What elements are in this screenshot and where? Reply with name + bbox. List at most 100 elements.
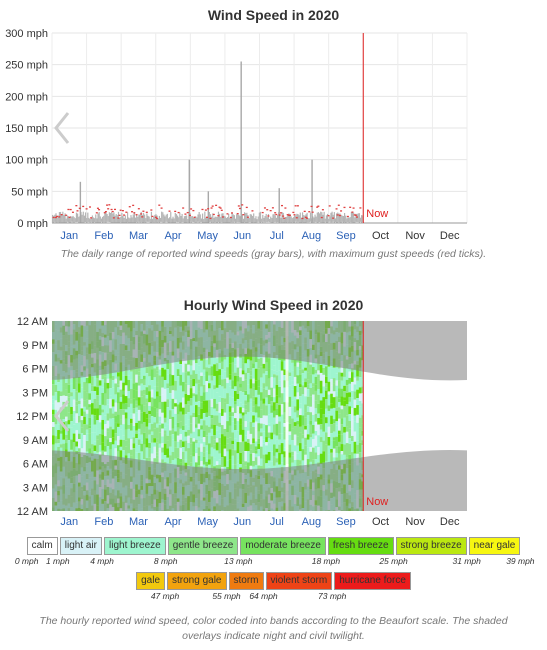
heatmap-cell bbox=[346, 380, 349, 385]
heatmap-cell bbox=[192, 393, 195, 396]
daily-range-bar bbox=[276, 218, 277, 222]
heatmap-cell bbox=[135, 412, 138, 423]
daily-range-bar bbox=[350, 217, 351, 222]
heatmap-cell bbox=[278, 453, 281, 465]
heatmap-cell bbox=[156, 409, 159, 412]
heatmap-cell bbox=[294, 366, 297, 376]
heatmap-cell bbox=[328, 415, 331, 427]
heatmap-cell bbox=[138, 376, 141, 386]
heatmap-cell bbox=[250, 449, 253, 454]
heatmap-cell bbox=[330, 379, 333, 386]
heatmap-cell bbox=[190, 398, 193, 405]
daily-range-bar bbox=[117, 215, 118, 223]
heatmap-cell bbox=[156, 428, 159, 439]
heatmap-cell bbox=[359, 387, 362, 393]
heatmap-cell bbox=[172, 429, 175, 435]
heatmap-cell bbox=[104, 446, 107, 452]
heatmap-cell bbox=[88, 418, 91, 425]
gust-tick bbox=[117, 217, 119, 218]
heatmap-cell bbox=[299, 363, 302, 369]
heatmap-cell bbox=[346, 393, 349, 404]
heatmap-cell bbox=[234, 430, 237, 439]
heatmap-cell bbox=[138, 432, 141, 439]
y-tick-label: 50 mph bbox=[11, 186, 48, 198]
heatmap-cell bbox=[135, 434, 138, 438]
heatmap-cell bbox=[143, 445, 146, 449]
heatmap-cell bbox=[307, 415, 310, 424]
heatmap-cell bbox=[299, 415, 302, 427]
gust-tick bbox=[226, 213, 228, 214]
heatmap-cell bbox=[296, 418, 299, 421]
daily-range-bar bbox=[329, 216, 330, 221]
daily-range-bar bbox=[330, 213, 331, 223]
gust-tick bbox=[267, 215, 269, 216]
chevron-left-icon[interactable] bbox=[52, 110, 72, 146]
daily-range-bar bbox=[239, 216, 240, 222]
heatmap-cell bbox=[125, 430, 128, 440]
heatmap-cell bbox=[250, 422, 253, 428]
heatmap-cell bbox=[242, 381, 245, 392]
heatmap-cell bbox=[250, 361, 253, 365]
gust-tick bbox=[161, 207, 163, 208]
gust-tick bbox=[178, 212, 180, 213]
heatmap-cell bbox=[104, 424, 107, 430]
heatmap-cell bbox=[356, 423, 359, 431]
daily-range-bar bbox=[222, 213, 223, 223]
heatmap-cell bbox=[190, 462, 193, 466]
heatmap-cell bbox=[169, 435, 172, 447]
heatmap-cell bbox=[195, 440, 198, 444]
heatmap-cell bbox=[237, 376, 240, 382]
heatmap-cell bbox=[294, 397, 297, 407]
gust-tick bbox=[292, 212, 294, 213]
heatmap-cell bbox=[346, 443, 349, 447]
heatmap-cell bbox=[260, 378, 263, 387]
heatmap-cell bbox=[320, 454, 323, 464]
heatmap-cell bbox=[169, 447, 172, 455]
heatmap-cell bbox=[224, 392, 227, 398]
gust-tick bbox=[96, 212, 98, 213]
heatmap-cell bbox=[120, 397, 123, 401]
heatmap-cell bbox=[182, 366, 185, 372]
heatmap-cell bbox=[114, 394, 117, 402]
heatmap-cell bbox=[252, 368, 255, 378]
heatmap-cell bbox=[221, 434, 224, 445]
daily-range-bar bbox=[343, 216, 344, 223]
heatmap-cell bbox=[78, 383, 81, 392]
heatmap-cell bbox=[91, 391, 94, 403]
heatmap-cell bbox=[260, 436, 263, 446]
heatmap-cell bbox=[265, 390, 268, 398]
heatmap-cell bbox=[257, 359, 260, 369]
heatmap-cell bbox=[169, 400, 172, 410]
heatmap-cell bbox=[328, 395, 331, 406]
x-tick-label: Jan bbox=[60, 230, 78, 242]
heatmap-cell bbox=[273, 435, 276, 445]
heatmap-cell bbox=[120, 447, 123, 451]
heatmap-cell bbox=[278, 445, 281, 453]
heatmap-cell bbox=[270, 358, 273, 370]
heatmap-cell bbox=[143, 422, 146, 433]
x-tick-label: May bbox=[197, 230, 218, 242]
gust-tick bbox=[174, 211, 176, 212]
heatmap-cell bbox=[187, 407, 190, 412]
heatmap-cell bbox=[229, 459, 232, 470]
heatmap-cell bbox=[216, 430, 219, 438]
heatmap-cell bbox=[242, 421, 245, 430]
gust-tick bbox=[205, 209, 207, 210]
chevron-left-icon[interactable] bbox=[52, 398, 72, 434]
heatmap-cell bbox=[263, 460, 266, 468]
heatmap-cell bbox=[179, 434, 182, 440]
gust-tick bbox=[295, 205, 297, 206]
heatmap-cell bbox=[101, 413, 104, 420]
heatmap-cell bbox=[96, 429, 99, 436]
heatmap-cell bbox=[263, 415, 266, 423]
heatmap-cell bbox=[200, 387, 203, 396]
heatmap-cell bbox=[343, 427, 346, 433]
heatmap-cell bbox=[94, 409, 97, 416]
daily-range-bar bbox=[267, 217, 268, 222]
daily-range-bar bbox=[99, 212, 100, 222]
gust-tick bbox=[97, 208, 99, 209]
heatmap-cell bbox=[231, 441, 234, 445]
heatmap-cell bbox=[94, 425, 97, 433]
heatmap-cell bbox=[312, 448, 315, 460]
heatmap-cell bbox=[273, 418, 276, 425]
